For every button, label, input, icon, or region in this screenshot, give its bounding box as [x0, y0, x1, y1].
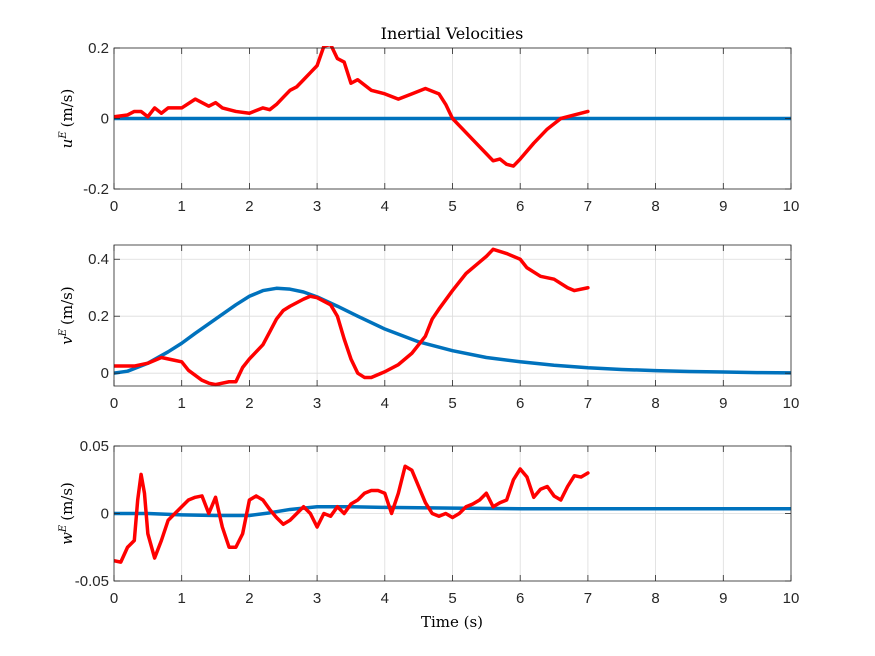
xtick-labels-u-velocity: 0 1 2 3 4 5 6 7 8 9 10 [110, 198, 800, 215]
x-tick-label: 1 [178, 590, 186, 607]
y-tick-label: 0 [101, 506, 109, 523]
x-tick-label: 0 [110, 198, 118, 215]
x-tick-label: 10 [783, 198, 800, 215]
x-tick-label: 3 [313, 590, 321, 607]
measured-series-line-u-velocity [114, 46, 590, 168]
series-group-w-velocity [114, 464, 791, 564]
y-tick-label: 0 [101, 111, 109, 128]
ylabel-base: v [58, 336, 76, 345]
xtick-labels-v-velocity: 0 1 2 3 4 5 6 7 8 9 10 [110, 395, 800, 412]
x-tick-label: 5 [448, 395, 456, 412]
x-tick-label: 7 [584, 590, 592, 607]
x-tick-label: 4 [381, 395, 389, 412]
x-tick-label: 2 [245, 590, 253, 607]
x-tick-label: 9 [719, 395, 727, 412]
x-tick-label: 8 [651, 395, 659, 412]
series-group-u-velocity [114, 46, 791, 168]
model-series-line-v-velocity [114, 286, 791, 375]
x-tick-label: 4 [381, 590, 389, 607]
xlabel: Time (s) [421, 613, 483, 631]
y-tick-label: -0.05 [75, 573, 109, 590]
ytick-labels-v-velocity: 0 0.2 0.4 [88, 251, 109, 382]
ylabel-unit: (m/s) [58, 286, 76, 325]
x-tick-label: 1 [178, 198, 186, 215]
x-tick-label: 3 [313, 395, 321, 412]
ylabel-superscript: E [58, 328, 69, 337]
x-tick-label: 6 [516, 590, 524, 607]
model-series-line-w-velocity [114, 505, 791, 518]
xtick-labels-w-velocity: 0 1 2 3 4 5 6 7 8 9 10 [110, 590, 800, 607]
ylabel-superscript: E [58, 524, 69, 533]
ylabel-v-velocity: vE (m/s) [58, 286, 76, 344]
x-tick-label: 9 [719, 198, 727, 215]
measured-series-line-v-velocity [114, 247, 590, 387]
x-tick-label: 6 [516, 395, 524, 412]
x-tick-label: 5 [448, 590, 456, 607]
axes-v-velocity: 0 1 2 3 4 5 6 7 8 9 10 0 0.2 0.4 vE (m/s) [58, 244, 800, 412]
x-tick-label: 8 [651, 198, 659, 215]
ylabel-base: w [58, 532, 76, 545]
x-tick-label: 1 [178, 395, 186, 412]
x-tick-label: 2 [245, 198, 253, 215]
y-tick-label: 0.4 [88, 251, 109, 268]
series-group-v-velocity [114, 247, 791, 387]
y-tick-label: -0.2 [83, 181, 109, 198]
x-tick-label: 8 [651, 590, 659, 607]
ylabel-w-velocity: wE (m/s) [58, 482, 76, 545]
x-tick-label: 5 [448, 198, 456, 215]
ylabel-unit: (m/s) [58, 482, 76, 521]
x-tick-label: 10 [783, 590, 800, 607]
x-tick-label: 9 [719, 590, 727, 607]
ylabel-base: u [58, 139, 76, 149]
ytick-labels-w-velocity: -0.05 0 0.05 [75, 438, 109, 590]
y-tick-label: 0 [101, 365, 109, 382]
ylabel-unit: (m/s) [58, 89, 76, 128]
x-tick-label: 7 [584, 198, 592, 215]
ytick-labels-u-velocity: -0.2 0 0.2 [83, 40, 109, 198]
x-tick-label: 7 [584, 395, 592, 412]
x-tick-label: 4 [381, 198, 389, 215]
ylabel-superscript: E [58, 131, 69, 140]
y-tick-label: 0.2 [88, 40, 109, 57]
ylabel-u-velocity: uE (m/s) [58, 89, 76, 149]
x-tick-label: 0 [110, 395, 118, 412]
axes-u-velocity: 0 1 2 3 4 5 6 7 8 9 10 -0.200.2 uE(m/s) [58, 40, 799, 215]
y-tick-label: 0.2 [88, 308, 109, 325]
x-tick-label: 10 [783, 395, 800, 412]
x-tick-label: 2 [245, 395, 253, 412]
x-tick-label: 3 [313, 198, 321, 215]
figure-title: Inertial Velocities [381, 24, 524, 43]
x-tick-label: 0 [110, 590, 118, 607]
measured-series-line-w-velocity [114, 464, 590, 564]
x-tick-label: 6 [516, 198, 524, 215]
y-tick-label: 0.05 [80, 438, 109, 455]
